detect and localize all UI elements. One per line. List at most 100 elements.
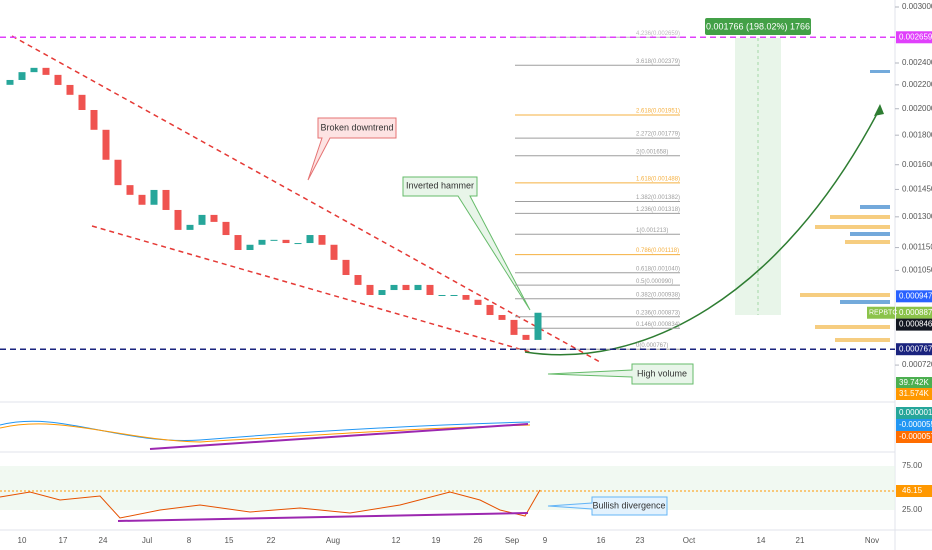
annotation: High volume [637,368,687,378]
fib-label: 1.618(0.001488) [636,177,680,183]
indicator-tag [896,388,932,400]
profile-bar [870,70,890,73]
candle-body [150,189,158,205]
volume-profile [800,215,890,342]
signal-line [0,423,531,443]
candle-body [474,299,482,305]
candle-body [414,284,422,291]
candle-body [522,334,530,340]
candle-body [450,294,458,296]
candle-body [402,284,410,291]
candle-body [30,67,38,73]
callout [402,176,531,311]
fib-label: 0.786(0.001118) [636,248,679,254]
candle-body [426,284,434,295]
candle-body [78,94,86,110]
candle-body [258,239,266,245]
divergence-line [117,512,529,522]
fib-label: 0.382(0.000938) [636,292,680,298]
rsi-line [0,489,541,519]
candle-body [330,244,338,260]
trend-line [91,225,531,353]
callout [307,117,397,181]
x-tick-label: 17 [59,536,68,545]
fib-label: 0.5(0.000990) [636,279,673,285]
x-tick-label: 8 [187,536,192,545]
indicator-label: -0.000057 [899,432,932,441]
indicator-label: 0.000001 [899,408,932,417]
candle-body [510,319,518,335]
callout [547,496,668,516]
fib-label: 2.272(0.001779) [636,132,680,138]
macd-line [0,420,531,441]
target-label: 0.001766 (198.02%) 1766 [706,21,810,31]
candle-body [114,159,122,186]
profile-bar [860,205,890,209]
x-tick-label: 12 [392,536,401,545]
fib-label: 2(0.001658) [636,149,668,155]
candle-body [222,221,230,236]
x-tick-label: 22 [267,536,276,545]
fib-label: 1(0.001213) [636,228,668,234]
candle-body [138,194,146,205]
fib-label: 1.236(0.001318) [636,207,680,213]
candle-body [6,79,14,85]
x-tick-label: 9 [543,536,548,545]
arrow-head [874,104,884,116]
indicator-tag [896,419,932,431]
candle-body [318,235,326,245]
projection-arrow [524,107,881,356]
target-box [705,18,811,35]
annotation: Bullish divergence [592,500,665,510]
price-tag [896,290,932,303]
candle-body [162,189,170,210]
fib-label: 0.618(0.001040) [636,266,680,272]
candle-body [174,209,182,230]
fib-label: 0.146(0.000834) [636,322,680,328]
candle-body [486,304,494,316]
fib-label: 3.618(0.002379) [636,59,680,65]
candle-body [66,84,74,95]
candle-body [198,214,206,225]
fib-label: 4.236(0.002659) [636,31,680,37]
candle-body [390,284,398,291]
price-tag-label: 0.000887 [899,308,932,317]
fib-label: 1.382(0.001382) [636,195,680,201]
candle-body [306,235,314,244]
x-tick-label: 15 [225,536,234,545]
price-tag-label: 0.002659 [899,32,932,41]
fib-label: 0.236(0.000873) [636,310,680,316]
x-tick-label: 10 [18,536,27,545]
candle-body [54,74,62,85]
candle-body [342,259,350,275]
x-tick-label: 14 [757,536,766,545]
indicator-label: 75.00 [902,461,923,470]
candle-body [294,243,302,245]
candle-body [270,239,278,241]
callout [547,363,694,385]
candle-body [354,274,362,285]
candle-body [186,224,194,230]
annotation: Broken downtrend [320,122,393,132]
price-tag [896,318,932,331]
divergence-line [149,423,529,450]
price-tag [896,343,932,356]
symbol-label: REPBTC [869,310,897,317]
profile-bar [830,215,890,219]
indicator-label: 25.00 [902,505,923,514]
profile-bar [850,232,890,236]
candle-body [438,294,446,296]
candle-body [462,294,470,300]
price-tag [896,306,932,319]
x-tick-label: 16 [597,536,606,545]
profile-bar [815,225,890,229]
price-tag [896,31,932,44]
trend-line [11,35,601,363]
